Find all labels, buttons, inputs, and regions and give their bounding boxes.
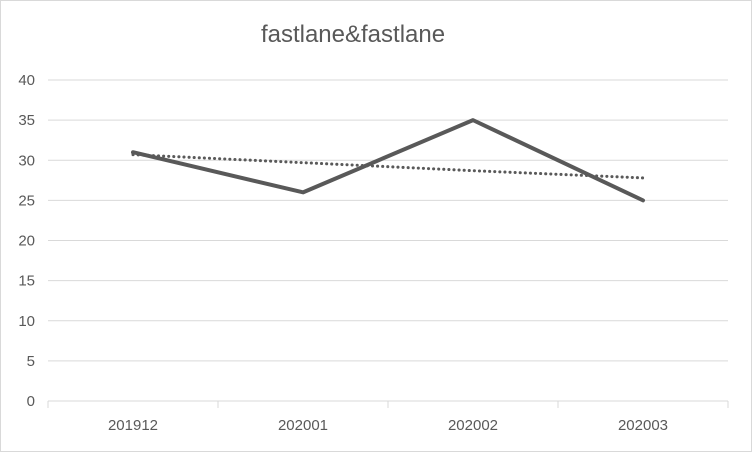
y-tick-label: 40 [18,72,35,89]
series-line [131,118,645,203]
y-tick-label: 10 [18,313,35,330]
chart-title: fastlane&fastlane [260,21,446,48]
y-tick-label: 30 [18,152,35,169]
trendline [131,153,645,180]
data-point [302,191,304,193]
x-tick-label: 202001 [278,417,328,434]
y-tick-label: 15 [18,273,35,290]
x-tick-label: 202003 [618,417,668,434]
data-point [472,119,474,121]
y-tick-label: 35 [18,112,35,129]
y-tick-label: 0 [27,393,35,410]
x-tick-label: 201912 [108,417,158,434]
data-point [642,199,644,201]
data-point [132,151,134,153]
x-tick-label: 202002 [448,417,498,434]
y-tick-label: 25 [18,192,35,209]
y-tick-label: 5 [27,353,35,370]
y-tick-label: 20 [18,233,35,250]
